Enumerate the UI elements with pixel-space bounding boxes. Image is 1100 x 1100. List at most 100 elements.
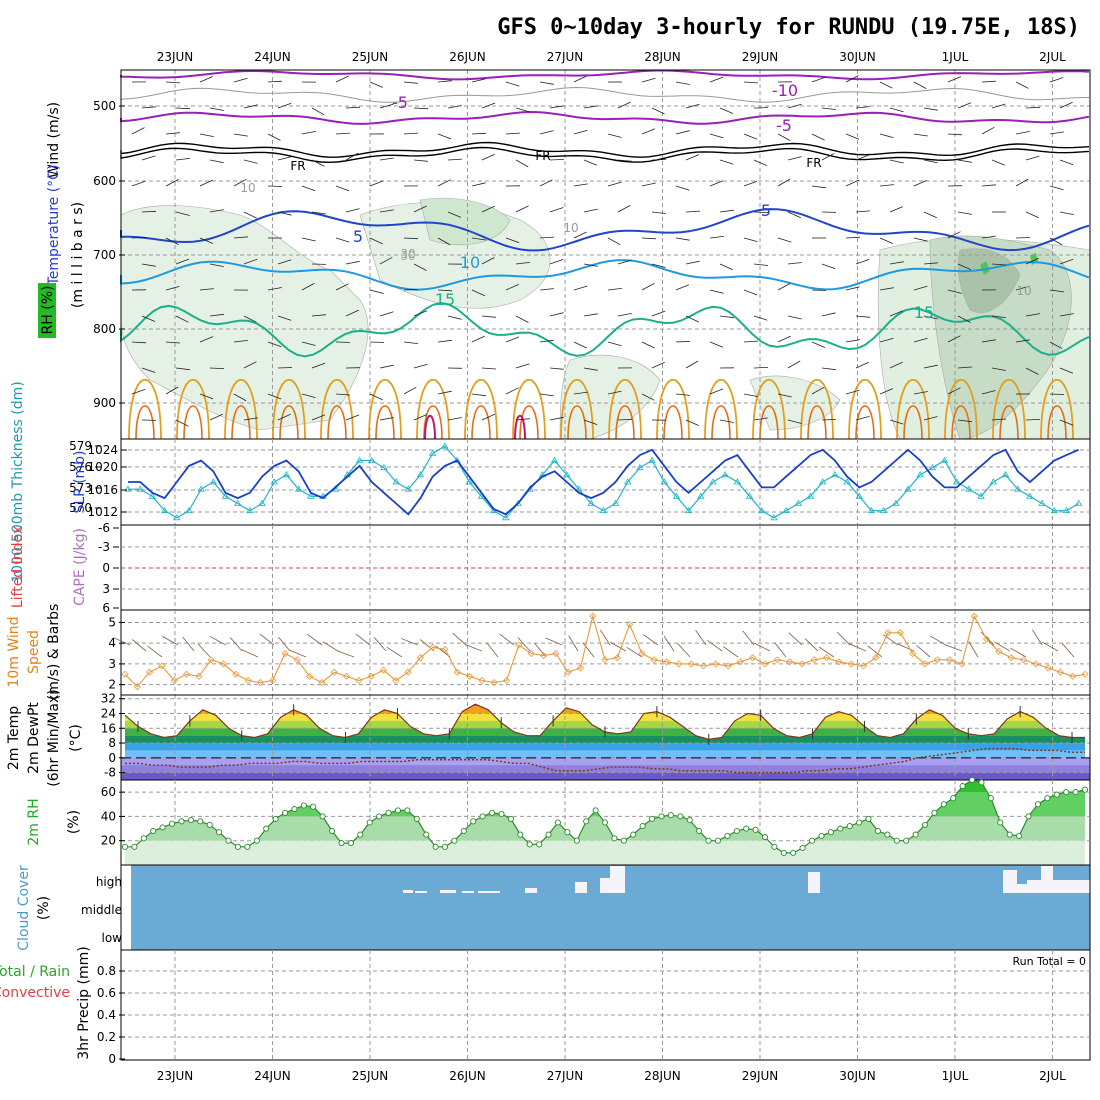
wind10-barb	[452, 632, 467, 646]
warm-contour-inner	[231, 405, 251, 440]
wind-barb	[549, 312, 564, 317]
wind-barb	[379, 311, 394, 317]
wind10-speed-point	[958, 660, 966, 668]
rh-point	[545, 831, 552, 838]
rh-point	[394, 807, 401, 814]
wind10-barb	[355, 633, 371, 646]
wind10-barb	[707, 639, 723, 652]
rh-point	[329, 827, 336, 835]
wind-barb	[1059, 258, 1074, 265]
warm-contour-inner	[807, 405, 827, 440]
wind-barb	[471, 335, 485, 343]
wind10-barb	[278, 636, 291, 652]
wind10-barb	[113, 637, 131, 646]
wind-barb	[583, 208, 598, 213]
wind10-barb	[147, 645, 163, 658]
wind10-speed-point	[379, 666, 388, 674]
wind-barb	[583, 263, 598, 267]
wind-barb	[413, 263, 427, 271]
wind-barb	[243, 211, 257, 219]
wind-barb	[845, 389, 860, 395]
lifted-index-ylabel: Lifted Index	[10, 526, 26, 608]
rh-point	[837, 825, 844, 832]
wind-barb	[991, 103, 1006, 109]
cloud-gap	[403, 890, 413, 893]
wind10-barb	[582, 642, 595, 658]
wind-barb	[1015, 339, 1030, 343]
rh-point	[771, 843, 778, 850]
run-total: Run Total = 0	[1013, 955, 1087, 968]
wind-barb	[141, 155, 156, 161]
wind-barb	[753, 159, 767, 166]
tick-label: 0.2	[97, 1030, 116, 1044]
wind-barb	[175, 258, 190, 265]
wind-barb	[131, 180, 146, 187]
wind10-speed-point	[527, 649, 535, 658]
wind-barb	[947, 289, 962, 294]
wind-barb	[811, 185, 826, 189]
wind-barb	[549, 105, 564, 109]
wind-barb	[345, 414, 360, 421]
wind10-speed-point	[502, 676, 511, 685]
wind-barb	[641, 128, 656, 135]
precip-ylabel-b: Convective	[0, 985, 70, 1001]
rh-shade-peak	[980, 261, 990, 275]
wind-barb	[233, 133, 248, 137]
rh-unit: (%)	[66, 810, 82, 834]
wind-barb	[165, 81, 181, 84]
contour-label: 30	[400, 249, 415, 263]
wind10-barb	[517, 637, 531, 652]
rh-point	[761, 834, 769, 841]
wind-barb	[403, 237, 419, 240]
wind-barb	[267, 133, 281, 141]
wind-barb	[335, 393, 351, 396]
wind-barb	[549, 259, 564, 265]
wind-barb	[811, 386, 825, 395]
contour-line	[120, 208, 1090, 252]
wind10-barb	[568, 635, 579, 652]
wind-barb	[267, 80, 283, 83]
rh-point	[997, 819, 1004, 826]
wind10-ylabel-a: 10m Wind	[6, 616, 22, 687]
wind-barb	[549, 159, 565, 161]
thickness-point	[831, 471, 839, 478]
wind-barb	[301, 393, 316, 398]
wind-barb	[913, 391, 928, 395]
wind-barb	[209, 367, 225, 369]
wind10-speed-point	[613, 654, 621, 662]
cloud-level-label: middle	[81, 903, 122, 917]
thickness-point	[758, 506, 766, 514]
bottom-date-label: 23JUN	[157, 1069, 194, 1083]
rh-point	[940, 801, 947, 808]
wind-barb	[165, 386, 179, 395]
thickness-point	[916, 471, 924, 478]
wind-barb	[165, 179, 179, 187]
thickness-point	[575, 485, 583, 492]
rh-point	[253, 837, 260, 844]
wind10-barb	[1032, 629, 1043, 646]
thickness-point	[453, 456, 461, 463]
wind-barb	[447, 211, 462, 218]
contour-label: 15	[435, 290, 455, 309]
warm-contour-inner	[615, 405, 635, 440]
wind-barb	[879, 287, 894, 291]
tick-label: 0	[102, 561, 110, 575]
wind-barb	[539, 339, 554, 343]
rh-point	[1063, 789, 1070, 796]
wind-barb	[209, 209, 224, 213]
wind-barb	[685, 315, 699, 323]
rh-point	[573, 837, 580, 844]
wind-barb	[607, 341, 622, 347]
cloud-gap	[1027, 880, 1041, 893]
warm-contour-inner	[951, 405, 971, 440]
wind-barb	[777, 335, 791, 343]
wind-barb	[743, 81, 759, 84]
wind-barb	[413, 363, 428, 369]
wind-barb	[607, 133, 622, 138]
wind-barb	[1025, 313, 1040, 317]
wind10-barb	[307, 634, 323, 646]
pressure-axis: 500 600 700 800 900	[93, 99, 125, 410]
wind-barb	[481, 413, 495, 421]
wind-barb	[787, 315, 802, 320]
wind-barb	[719, 419, 734, 423]
